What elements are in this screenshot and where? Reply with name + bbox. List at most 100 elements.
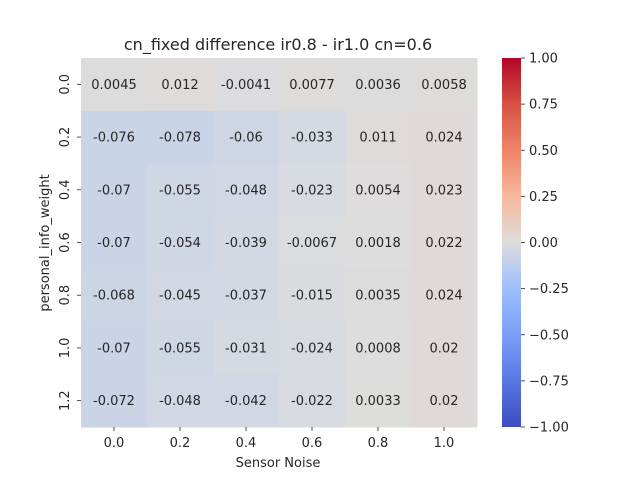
heatmap-cell-labels: 0.0045 0.012 -0.0041 0.0077 0.0036 0.0058 -0.0… — [91, 78, 467, 409]
y-tick-label: 0.0 — [58, 74, 73, 95]
y-tick-label: 0.4 — [58, 179, 73, 200]
heatmap-cell — [345, 374, 412, 428]
heatmap-cell — [81, 163, 148, 217]
cell-value-label: -0.048 — [225, 183, 267, 198]
colorbar-tick-label: −0.75 — [529, 374, 569, 389]
heatmap-cell — [279, 58, 346, 112]
cell-value-label: -0.07 — [97, 183, 131, 198]
cell-value-label: 0.0058 — [421, 78, 467, 93]
heatmap-cell — [213, 321, 280, 375]
heatmap-cell — [279, 110, 346, 164]
heatmap-cell — [147, 268, 214, 323]
cell-value-label: -0.076 — [93, 131, 135, 146]
heatmap-cell — [411, 163, 478, 217]
cell-value-label: -0.037 — [225, 289, 267, 304]
heatmap-cell — [411, 268, 478, 323]
heatmap-cell — [279, 268, 346, 323]
cell-value-label: -0.045 — [159, 289, 201, 304]
heatmap-cell — [411, 110, 478, 164]
cell-value-label: -0.039 — [225, 236, 267, 251]
x-tick-label: 0.6 — [302, 436, 323, 451]
heatmap-cell — [81, 374, 148, 428]
heatmap-cell — [147, 374, 214, 428]
heatmap-cell — [213, 163, 280, 217]
heatmap-cell — [147, 321, 214, 375]
cell-value-label: 0.0054 — [355, 183, 401, 198]
cell-value-label: -0.055 — [159, 341, 201, 356]
y-tick-label: 0.8 — [58, 285, 73, 306]
cell-value-label: 0.024 — [425, 289, 462, 304]
cell-value-label: -0.015 — [291, 289, 333, 304]
heatmap-cell — [345, 58, 412, 112]
x-axis-label: Sensor Noise — [236, 456, 321, 471]
colorbar-tick-label: −0.50 — [529, 328, 569, 343]
heatmap-cell — [279, 321, 346, 375]
x-tick-label: 0.2 — [170, 436, 191, 451]
heatmap-cell — [345, 163, 412, 217]
y-tick-label: 0.2 — [58, 127, 73, 148]
cell-value-label: 0.022 — [425, 236, 462, 251]
heatmap-cell — [411, 374, 478, 428]
heatmap-cell — [81, 216, 148, 270]
cell-value-label: 0.0077 — [289, 78, 335, 93]
cell-value-label: -0.072 — [93, 394, 135, 409]
colorbar-tick-label: 0.50 — [529, 144, 558, 159]
heatmap-cell — [81, 321, 148, 375]
heatmap-cell — [213, 58, 280, 112]
cell-value-label: -0.068 — [93, 289, 135, 304]
colorbar-tick-label: −0.25 — [529, 282, 569, 297]
cell-value-label: -0.031 — [225, 341, 267, 356]
cell-value-label: -0.078 — [159, 131, 201, 146]
cell-value-label: -0.048 — [159, 394, 201, 409]
cell-value-label: -0.07 — [97, 341, 131, 356]
cell-value-label: 0.023 — [425, 183, 462, 198]
y-tick-label: 1.0 — [58, 338, 73, 359]
chart-title: cn_fixed difference ir0.8 - ir1.0 cn=0.6 — [124, 35, 432, 55]
cell-value-label: 0.02 — [430, 341, 459, 356]
heatmap-cell — [345, 321, 412, 375]
colorbar-tick-label: 0.75 — [529, 98, 558, 113]
colorbar — [502, 58, 521, 427]
heatmap-cell — [147, 163, 214, 217]
colorbar-tick-label: 1.00 — [529, 52, 558, 67]
heatmap-cell — [81, 58, 148, 112]
cell-value-label: 0.0033 — [355, 394, 401, 409]
cell-value-label: -0.033 — [291, 131, 333, 146]
heatmap-cell — [81, 110, 148, 164]
heatmap-cell — [147, 110, 214, 164]
y-axis-label: personal_info_weight — [38, 174, 53, 311]
heatmap-cell — [213, 374, 280, 428]
colorbar-tick-label: 0.00 — [529, 236, 558, 251]
heatmap-cell — [279, 216, 346, 270]
cell-value-label: -0.054 — [159, 236, 201, 251]
cell-value-label: -0.0041 — [221, 78, 271, 93]
heatmap-cell — [411, 321, 478, 375]
heatmap-cell — [411, 58, 478, 112]
cell-value-label: 0.0018 — [355, 236, 401, 251]
cell-value-label: 0.0036 — [355, 78, 401, 93]
cell-value-label: -0.024 — [291, 341, 333, 356]
x-tick-label: 0.4 — [236, 436, 257, 451]
x-tick-label: 1.0 — [434, 436, 455, 451]
cell-value-label: 0.024 — [425, 131, 462, 146]
cell-value-label: -0.055 — [159, 183, 201, 198]
heatmap-cell — [213, 268, 280, 323]
cell-value-label: 0.0035 — [355, 289, 401, 304]
colorbar-tick-label: −1.00 — [529, 421, 569, 436]
heatmap-cell — [81, 268, 148, 323]
cell-value-label: -0.022 — [291, 394, 333, 409]
heatmap-cells — [81, 58, 478, 428]
heatmap-cell — [147, 58, 214, 112]
heatmap-cell — [345, 110, 412, 164]
cell-value-label: -0.023 — [291, 183, 333, 198]
y-axis: 0.0 0.2 0.4 0.6 0.8 1.0 1.2 — [58, 74, 81, 411]
heatmap-cell — [345, 268, 412, 323]
heatmap-cell — [279, 374, 346, 428]
heatmap-cell — [147, 216, 214, 270]
colorbar-ticks: 1.00 0.75 0.50 0.25 0.00 −0.25 −0.50 −0.75 −1.00 — [521, 52, 569, 436]
cell-value-label: -0.06 — [229, 131, 263, 146]
y-tick-label: 0.6 — [58, 232, 73, 253]
x-tick-label: 0.0 — [104, 436, 125, 451]
colorbar-tick-label: 0.25 — [529, 190, 558, 205]
